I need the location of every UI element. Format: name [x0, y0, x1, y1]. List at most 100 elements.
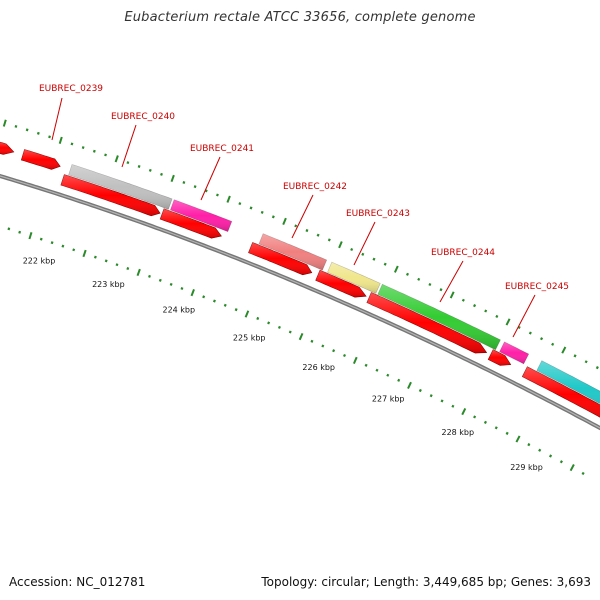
major-tick: [561, 346, 567, 354]
minor-tick: [238, 202, 242, 206]
minor-tick: [364, 363, 368, 367]
cds-arrow-shading: [366, 292, 487, 354]
minor-tick: [483, 420, 487, 424]
minor-tick: [342, 353, 347, 358]
minor-tick: [584, 360, 588, 364]
tick-layer: [2, 119, 599, 476]
minor-tick: [372, 257, 376, 261]
gene-label: EUBREC_0244: [431, 248, 495, 258]
minor-tick: [559, 460, 563, 464]
major-tick: [136, 268, 141, 277]
major-tick: [190, 289, 195, 297]
backbone-layer: [0, 173, 600, 431]
minor-tick: [551, 342, 555, 346]
major-tick: [282, 217, 287, 225]
major-tick: [82, 249, 87, 258]
minor-tick: [332, 349, 336, 353]
minor-tick: [549, 454, 553, 458]
minor-tick: [288, 330, 292, 334]
minor-tick: [418, 388, 422, 393]
feature-bar-shading: [170, 199, 232, 232]
cds-arrow-shading: [0, 142, 14, 155]
minor-tick: [249, 206, 253, 210]
minor-tick: [461, 298, 465, 302]
minor-tick: [215, 193, 219, 197]
minor-tick: [527, 443, 531, 447]
minor-tick: [439, 288, 443, 292]
minor-tick: [595, 366, 599, 370]
gene-leader-line: [121, 124, 137, 168]
feature-bar-shading: [327, 262, 381, 294]
feature-bar-shading: [377, 284, 501, 350]
gene-label: EUBREC_0243: [346, 209, 410, 219]
minor-tick: [48, 135, 51, 139]
label-layer: 222 kbp 223 kbp 224 kbp 225 kbp 226 kbp 227 k…: [23, 84, 569, 472]
minor-tick: [18, 230, 22, 234]
major-tick: [244, 310, 250, 318]
gene-label: EUBREC_0241: [190, 144, 254, 154]
minor-tick: [375, 368, 379, 372]
major-tick: [352, 356, 358, 365]
minor-tick: [440, 399, 444, 403]
feature-bar-shading: [536, 360, 600, 404]
feature-bar-shading: [259, 233, 327, 271]
minor-tick: [70, 142, 74, 146]
cds-arrow-shading: [522, 366, 600, 418]
minor-tick: [61, 244, 65, 248]
major-tick: [407, 381, 412, 390]
minor-tick: [104, 153, 107, 157]
minor-tick: [451, 404, 455, 408]
minor-tick: [397, 378, 401, 382]
minor-tick: [126, 267, 130, 271]
minor-tick: [50, 241, 54, 245]
gene-label: EUBREC_0245: [505, 282, 569, 292]
major-tick: [58, 136, 63, 144]
cds-arrow-shading: [248, 242, 312, 275]
major-tick: [338, 241, 343, 249]
minor-tick: [505, 431, 509, 435]
major-tick: [114, 155, 119, 163]
minor-tick: [267, 321, 271, 325]
minor-tick: [223, 303, 227, 307]
scale-label: 229 kbp: [510, 463, 543, 472]
major-tick: [393, 265, 399, 273]
inner-tick-row: [7, 227, 585, 476]
major-tick: [449, 291, 455, 299]
backbone-line: [0, 173, 600, 431]
minor-tick: [271, 215, 275, 219]
minor-tick: [158, 278, 162, 282]
minor-tick: [310, 339, 314, 343]
minor-tick: [72, 248, 76, 252]
minor-tick: [234, 308, 238, 312]
feature-bar-shading: [68, 164, 173, 210]
minor-tick: [256, 316, 260, 321]
minor-tick: [417, 277, 421, 281]
major-tick: [515, 435, 521, 443]
gene-leader-line: [512, 294, 536, 338]
major-tick: [461, 407, 467, 416]
minor-tick: [81, 146, 85, 150]
scale-label: 223 kbp: [92, 280, 125, 289]
minor-tick: [39, 237, 43, 241]
cds-arrow-shading: [160, 208, 222, 239]
minor-tick: [180, 286, 184, 291]
minor-tick: [92, 149, 96, 153]
minor-tick: [361, 252, 365, 256]
minor-tick: [473, 415, 477, 419]
minor-tick: [386, 373, 390, 377]
minor-tick: [93, 255, 97, 259]
gene-leader-line: [291, 194, 314, 239]
minor-tick: [104, 259, 108, 263]
minor-tick: [473, 304, 477, 308]
minor-tick: [495, 314, 499, 319]
minor-tick: [581, 471, 585, 476]
accession-text: Accession: NC_012781: [9, 575, 146, 589]
cds-arrow-shading: [60, 174, 161, 216]
minor-tick: [528, 331, 532, 335]
minor-tick: [540, 337, 544, 341]
minor-tick: [115, 263, 119, 267]
gene-leader-line: [51, 97, 63, 141]
major-tick: [170, 174, 175, 183]
minor-tick: [7, 227, 11, 231]
major-tick: [505, 318, 511, 326]
